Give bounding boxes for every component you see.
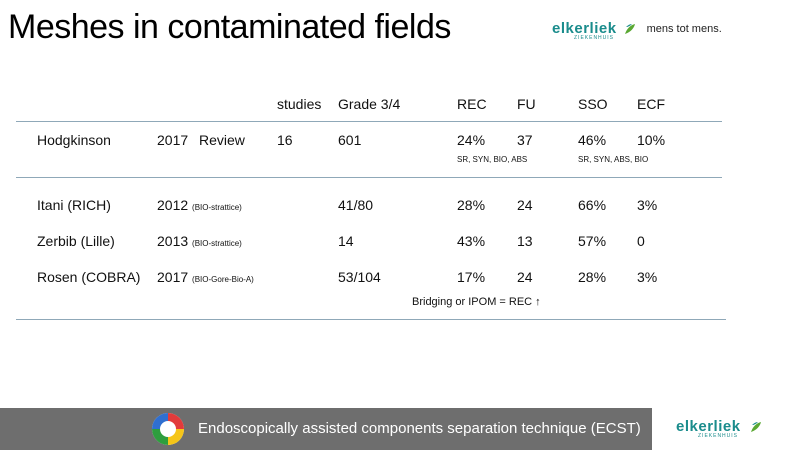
header-divider (16, 121, 722, 122)
logo-subtext-footer: ZIEKENHUIS (698, 433, 739, 439)
leaf-icon (751, 421, 762, 432)
row-2-year: 2017 (BIO-Gore-Bio-A) (157, 269, 254, 285)
footer-text: Endoscopically assisted components separ… (198, 420, 641, 437)
row-1-grade: 14 (338, 233, 354, 249)
row-2-rec: 17% (457, 269, 486, 285)
logo-wordmark: elkerliek ZIEKENHUIS (552, 20, 617, 41)
row-2-sso: 28% (578, 269, 607, 285)
row-0-name: Itani (RICH) (37, 197, 111, 213)
header-ecf: ECF (637, 96, 665, 112)
row-0-sso: 66% (578, 197, 607, 213)
footer-bar (0, 408, 652, 450)
review-fu: 37 (517, 132, 533, 148)
review-year: 2017 (157, 132, 189, 148)
review-rec: 24% (457, 132, 486, 148)
review-ecf: 10% (637, 132, 666, 148)
review-name: Hodgkinson (37, 132, 111, 148)
row-1-sso: 57% (578, 233, 607, 249)
header-studies: studies (277, 96, 322, 112)
row-1-ecf: 0 (637, 233, 645, 249)
row-2-ecf: 3% (637, 269, 658, 285)
row-2-grade: 53/104 (338, 269, 381, 285)
review-divider (16, 177, 722, 178)
header-grade: Grade 3/4 (338, 96, 401, 112)
review-sso: 46% (578, 132, 607, 148)
logo-subtext: ZIEKENHUIS (574, 35, 615, 41)
row-1-rec: 43% (457, 233, 486, 249)
row-0-year: 2012 (BIO-strattice) (157, 197, 242, 213)
review-studies: 16 (277, 132, 293, 148)
slide-title: Meshes in contaminated fields (8, 8, 451, 46)
logo-wordmark-footer: elkerliek ZIEKENHUIS (676, 418, 741, 439)
header-fu: FU (517, 96, 536, 112)
row-2-fu: 24 (517, 269, 533, 285)
logo-tagline: mens tot mens. (646, 22, 722, 35)
header-rec: REC (457, 96, 487, 112)
header-sso: SSO (578, 96, 608, 112)
table-bottom-divider (16, 319, 726, 320)
elkerliek-logo: elkerliek ZIEKENHUIS mens tot mens. (552, 20, 722, 41)
row-2-mesh: (BIO-Gore-Bio-A) (192, 275, 254, 284)
row-1-name: Zerbib (Lille) (37, 233, 115, 249)
elkerliek-logo-footer: elkerliek ZIEKENHUIS (676, 418, 763, 439)
table-note: Bridging or IPOM = REC ↑ (412, 296, 541, 308)
row-0-grade: 41/80 (338, 197, 374, 213)
row-0-fu: 24 (517, 197, 533, 213)
row-0-ecf: 3% (637, 197, 658, 213)
review-sso-note: SR, SYN, ABS, BIO (578, 155, 649, 164)
row-1-year: 2013 (BIO-strattice) (157, 233, 242, 249)
review-rec-note: SR, SYN, BIO, ABS (457, 155, 528, 164)
pdca-cycle-icon (152, 413, 184, 445)
row-1-fu: 13 (517, 233, 533, 249)
review-grade: 601 (338, 132, 362, 148)
review-type: Review (199, 132, 245, 148)
row-0-rec: 28% (457, 197, 486, 213)
row-2-name: Rosen (COBRA) (37, 269, 141, 285)
row-0-mesh: (BIO-strattice) (192, 203, 242, 212)
leaf-icon (624, 23, 635, 34)
row-1-mesh: (BIO-strattice) (192, 239, 242, 248)
